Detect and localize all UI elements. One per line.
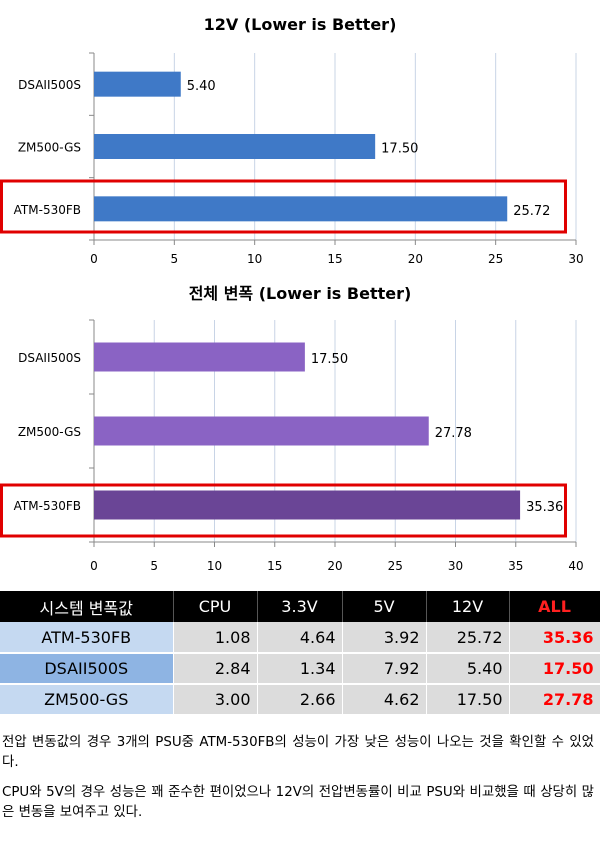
- chart-total-range: 전체 변폭 (Lower is Better) 0 5 10 15 20 25 30 35 40 D…: [0, 284, 584, 573]
- v33-cell: 4.64: [257, 622, 343, 654]
- chart-title: 12V (Lower is Better): [204, 15, 397, 34]
- data-label: 27.78: [435, 426, 472, 441]
- v5-cell: 7.92: [342, 653, 427, 685]
- data-label: 5.40: [187, 79, 216, 94]
- header-cpu: CPU: [173, 591, 258, 622]
- v12-cell: 5.40: [426, 653, 510, 685]
- header-all: ALL: [509, 591, 600, 622]
- note-paragraph-1: 전압 변동값의 경우 3개의 PSU중 ATM-530FB의 성능이 가장 낮은…: [2, 735, 594, 770]
- x-tick-label: 20: [327, 559, 342, 573]
- bar-zm500-gs: [94, 416, 429, 446]
- v12-cell: 17.50: [426, 684, 510, 716]
- category-label: ATM-530FB: [14, 203, 81, 217]
- psu-name-cell: ATM-530FB: [0, 622, 174, 654]
- x-tick-label: 30: [568, 252, 583, 266]
- data-label: 17.50: [381, 142, 418, 157]
- table-row: ATM-530FB 1.08 4.64 3.92 25.72 35.36: [0, 622, 600, 654]
- x-tick-label: 10: [207, 559, 222, 573]
- bar-atm-530fb: [94, 490, 521, 520]
- x-tick-label: 0: [90, 252, 98, 266]
- note-paragraph-2: CPU와 5V의 경우 성능은 꽤 준수한 편이었으나 12V의 전압변동률이 …: [2, 785, 594, 820]
- stats-table: 시스템 변폭값 CPU 3.3V 5V 12V ALL ATM-530FB 1.…: [0, 591, 600, 716]
- psu-name-cell: ZM500-GS: [0, 684, 174, 716]
- v5-cell: 3.92: [342, 622, 427, 654]
- x-tick-label: 25: [488, 252, 503, 266]
- cpu-cell: 2.84: [173, 653, 258, 685]
- x-tick-label: 15: [267, 559, 282, 573]
- cpu-cell: 3.00: [173, 684, 258, 716]
- bar-dsaii500s: [94, 71, 181, 97]
- bar-atm-530fb: [94, 196, 508, 222]
- psu-name-cell: DSAII500S: [0, 653, 174, 685]
- category-label: ZM500-GS: [18, 425, 81, 439]
- x-tick-label: 10: [247, 252, 262, 266]
- data-label: 17.50: [311, 352, 348, 367]
- data-label: 35.36: [526, 500, 563, 515]
- chart-12v: 12V (Lower is Better) 0 5 10 15 20 25 30 DSAII50…: [0, 15, 584, 266]
- cpu-cell: 1.08: [173, 622, 258, 654]
- highlight-box: [0, 483, 567, 538]
- v12-cell: 25.72: [426, 622, 510, 654]
- header-3-3v: 3.3V: [257, 591, 343, 622]
- x-tick-label: 20: [408, 252, 423, 266]
- highlight-box: [0, 179, 567, 234]
- header-12v: 12V: [426, 591, 510, 622]
- data-label: 25.72: [513, 204, 550, 219]
- category-label: ATM-530FB: [14, 499, 81, 513]
- x-tick-label: 30: [448, 559, 463, 573]
- category-label: DSAII500S: [18, 351, 81, 365]
- table-header-row: 시스템 변폭값 CPU 3.3V 5V 12V ALL: [0, 591, 600, 622]
- v5-cell: 4.62: [342, 684, 427, 716]
- x-tick-label: 35: [508, 559, 523, 573]
- x-tick-label: 25: [388, 559, 403, 573]
- v33-cell: 2.66: [257, 684, 343, 716]
- header-system: 시스템 변폭값: [0, 591, 174, 622]
- all-cell: 17.50: [509, 653, 600, 685]
- x-tick-label: 5: [150, 559, 158, 573]
- bar-zm500-gs: [94, 134, 376, 159]
- charts-area: 12V (Lower is Better) 0 5 10 15 20 25 30 DSAII50…: [0, 15, 584, 573]
- bar-dsaii500s: [94, 342, 305, 372]
- table-row: DSAII500S 2.84 1.34 7.92 5.40 17.50: [0, 653, 600, 685]
- table-row: ZM500-GS 3.00 2.66 4.62 17.50 27.78: [0, 684, 600, 716]
- x-tick-label: 15: [327, 252, 342, 266]
- v33-cell: 1.34: [257, 653, 343, 685]
- all-cell: 27.78: [509, 684, 600, 716]
- header-5v: 5V: [342, 591, 427, 622]
- chart-title: 전체 변폭 (Lower is Better): [189, 284, 412, 303]
- x-tick-label: 0: [90, 559, 98, 573]
- category-label: ZM500-GS: [18, 141, 81, 155]
- all-cell: 35.36: [509, 622, 600, 654]
- x-tick-label: 5: [171, 252, 179, 266]
- x-tick-label: 40: [568, 559, 583, 573]
- category-label: DSAII500S: [18, 78, 81, 92]
